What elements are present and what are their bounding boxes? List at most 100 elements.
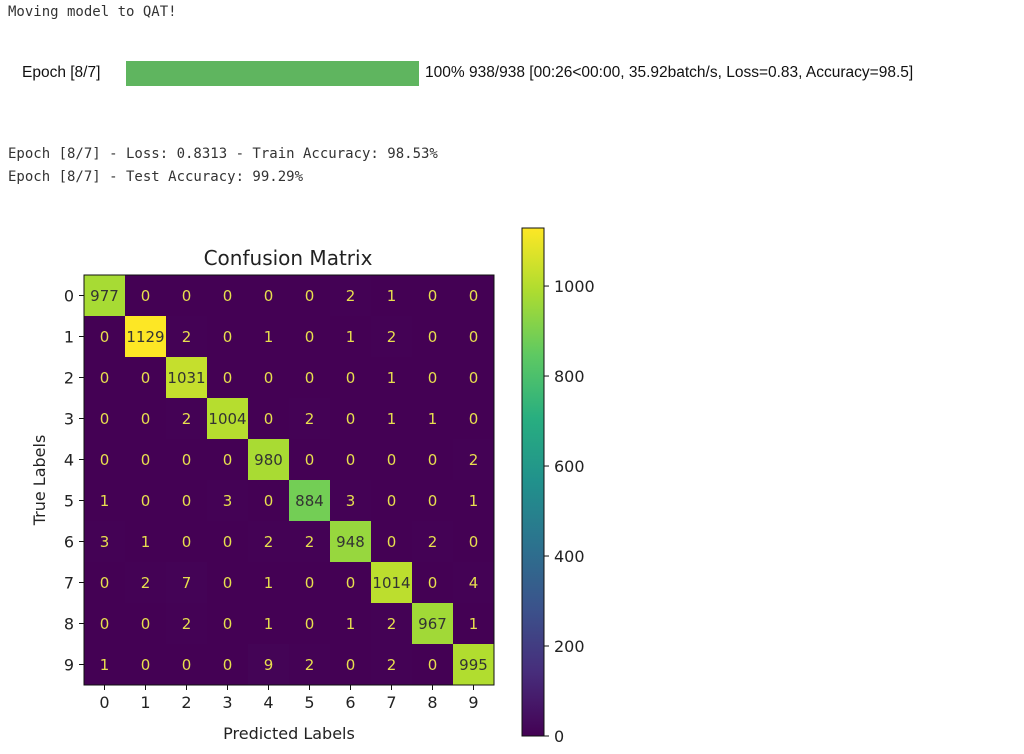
heatmap-cell [412, 521, 454, 563]
cell-value-label: 1 [469, 615, 479, 633]
heatmap-cell [453, 398, 495, 440]
heatmap-cell [125, 275, 167, 317]
heatmap-cell [289, 439, 331, 481]
heatmap-cell [248, 357, 290, 399]
heatmap-cell [289, 275, 331, 317]
heatmap-cell [207, 439, 249, 481]
cell-value-label: 0 [141, 492, 151, 510]
cell-value-label: 1 [264, 328, 274, 346]
cell-value-label: 0 [428, 287, 438, 305]
colorbar-tick-label: 400 [554, 547, 585, 566]
heatmap-cell [125, 603, 167, 645]
cell-value-label: 1 [100, 656, 110, 674]
heatmap-cell [166, 480, 208, 522]
cell-value-label: 0 [428, 492, 438, 510]
heatmap-cell [207, 644, 249, 686]
cell-value-label: 2 [428, 533, 438, 551]
cell-value-label: 948 [336, 533, 365, 551]
heatmap-cell [248, 439, 290, 481]
cell-value-label: 3 [346, 492, 356, 510]
heatmap-cell [289, 357, 331, 399]
cell-value-label: 977 [90, 287, 119, 305]
cell-value-label: 2 [182, 615, 192, 633]
x-tick-label: 5 [304, 693, 314, 712]
y-tick-label: 8 [64, 615, 74, 634]
chart-title: Confusion Matrix [204, 246, 373, 270]
cell-value-label: 0 [264, 492, 274, 510]
cell-value-label: 1 [264, 615, 274, 633]
progress-text: 100% 938/938 [00:26<00:00, 35.92batch/s,… [425, 64, 914, 81]
heatmap-cell [453, 644, 495, 686]
heatmap-cell [330, 562, 372, 604]
x-tick-label: 3 [222, 693, 232, 712]
cell-value-label: 884 [295, 492, 324, 510]
x-tick-label: 8 [427, 693, 437, 712]
heatmap-cell [166, 357, 208, 399]
cell-value-label: 1 [264, 574, 274, 592]
cell-value-label: 0 [387, 533, 397, 551]
y-tick-label: 2 [64, 369, 74, 388]
heatmap-cell [330, 521, 372, 563]
heatmap-cell [371, 603, 413, 645]
cell-value-label: 2 [182, 410, 192, 428]
colorbar-ticks: 0 200 400 600 800 1000 [544, 277, 595, 746]
cell-value-label: 0 [141, 287, 151, 305]
heatmap-cell [330, 603, 372, 645]
y-tick-label: 0 [64, 287, 74, 306]
cell-value-label: 2 [387, 656, 397, 674]
heatmap-cell [207, 603, 249, 645]
x-axis-label: Predicted Labels [223, 724, 355, 743]
x-tick-label: 4 [263, 693, 273, 712]
cell-value-label: 0 [182, 492, 192, 510]
cell-value-label: 3 [223, 492, 233, 510]
cell-value-label: 0 [305, 574, 315, 592]
heatmap-cell [453, 275, 495, 317]
heatmap-cell [289, 562, 331, 604]
cell-value-label: 2 [264, 533, 274, 551]
heatmap-cell [248, 644, 290, 686]
colorbar-tick-label: 800 [554, 367, 585, 386]
cell-value-label: 0 [428, 369, 438, 387]
cell-value-label: 0 [428, 656, 438, 674]
cell-value-label: 0 [264, 369, 274, 387]
y-tick-label: 1 [64, 328, 74, 347]
heatmap-cell [84, 480, 126, 522]
cell-value-label: 2 [346, 287, 356, 305]
heatmap-cell [453, 603, 495, 645]
heatmap-cell [412, 275, 454, 317]
heatmap-cell [289, 316, 331, 358]
cell-value-label: 0 [469, 287, 479, 305]
heatmap-cell [125, 480, 167, 522]
heatmap-cell [248, 562, 290, 604]
cell-value-label: 0 [141, 451, 151, 469]
heatmap-cell [330, 275, 372, 317]
heatmap-cell [248, 316, 290, 358]
cell-value-label: 1 [141, 533, 151, 551]
heatmap-cell [248, 275, 290, 317]
cell-value-label: 0 [264, 287, 274, 305]
heatmap-cell [166, 644, 208, 686]
cell-value-label: 0 [305, 328, 315, 346]
heatmap-cell [125, 562, 167, 604]
heatmap-cell [207, 480, 249, 522]
cell-value-label: 0 [223, 451, 233, 469]
heatmap-cell [125, 644, 167, 686]
x-tick-label: 6 [345, 693, 355, 712]
heatmap-cell [125, 398, 167, 440]
cell-value-label: 0 [100, 615, 110, 633]
cell-value-label: 1 [387, 410, 397, 428]
cell-value-label: 0 [346, 574, 356, 592]
cell-value-label: 9 [264, 656, 274, 674]
heatmap-cell [125, 316, 167, 358]
cell-value-label: 0 [346, 656, 356, 674]
heatmap-cell [248, 398, 290, 440]
heatmap-cell [412, 562, 454, 604]
heatmap-cell [125, 521, 167, 563]
cell-value-label: 2 [305, 656, 315, 674]
heatmap-cell [330, 357, 372, 399]
heatmap-cell [248, 603, 290, 645]
colorbar [521, 227, 545, 737]
x-tick-label: 7 [386, 693, 396, 712]
cell-value-label: 0 [223, 369, 233, 387]
heatmap-cell [371, 275, 413, 317]
